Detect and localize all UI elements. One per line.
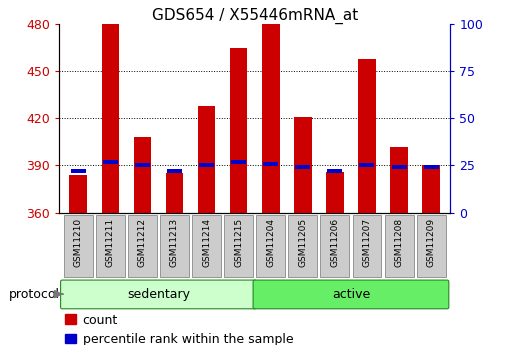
Bar (358, 59, 376, 213)
Text: GSM11209: GSM11209 (427, 218, 436, 267)
Text: GSM11204: GSM11204 (266, 218, 275, 267)
Bar (424, 165, 439, 169)
FancyBboxPatch shape (256, 215, 285, 277)
Text: GSM11205: GSM11205 (299, 218, 307, 267)
FancyBboxPatch shape (253, 280, 449, 309)
Bar (326, 172, 344, 213)
FancyBboxPatch shape (128, 215, 157, 277)
Bar (262, 24, 280, 213)
FancyBboxPatch shape (288, 215, 317, 277)
Bar (360, 164, 374, 167)
FancyBboxPatch shape (321, 215, 349, 277)
Legend: count, percentile rank within the sample: count, percentile rank within the sample (65, 314, 293, 345)
Bar (102, 24, 119, 213)
Text: GSM11206: GSM11206 (330, 218, 340, 267)
Text: protocol: protocol (9, 288, 60, 300)
Title: GDS654 / X55446mRNA_at: GDS654 / X55446mRNA_at (151, 8, 358, 24)
Bar (103, 160, 118, 164)
Bar (199, 164, 214, 167)
Bar (71, 169, 86, 173)
FancyBboxPatch shape (385, 215, 413, 277)
Text: GSM11212: GSM11212 (138, 218, 147, 267)
Text: GSM11215: GSM11215 (234, 218, 243, 267)
Bar (166, 173, 183, 213)
FancyBboxPatch shape (160, 215, 189, 277)
Bar (230, 48, 247, 213)
Bar (295, 165, 310, 169)
FancyBboxPatch shape (417, 215, 446, 277)
FancyBboxPatch shape (352, 215, 382, 277)
FancyBboxPatch shape (96, 215, 125, 277)
Bar (422, 165, 440, 213)
Text: active: active (332, 288, 370, 300)
Bar (327, 169, 342, 173)
Text: GSM11208: GSM11208 (394, 218, 404, 267)
Text: GSM11210: GSM11210 (74, 218, 83, 267)
FancyBboxPatch shape (61, 280, 256, 309)
Bar (167, 169, 182, 173)
FancyBboxPatch shape (192, 215, 221, 277)
FancyBboxPatch shape (64, 215, 93, 277)
Bar (69, 175, 87, 213)
Text: GSM11207: GSM11207 (363, 218, 371, 267)
Bar (135, 164, 150, 167)
FancyBboxPatch shape (224, 215, 253, 277)
Bar (231, 160, 246, 164)
Text: GSM11213: GSM11213 (170, 218, 179, 267)
Text: GSM11211: GSM11211 (106, 218, 115, 267)
Bar (133, 137, 151, 213)
Text: sedentary: sedentary (127, 288, 190, 300)
Bar (391, 165, 407, 169)
Bar (390, 147, 408, 213)
Bar (263, 161, 278, 166)
Bar (198, 106, 215, 213)
Text: GSM11214: GSM11214 (202, 218, 211, 267)
Bar (294, 117, 312, 213)
